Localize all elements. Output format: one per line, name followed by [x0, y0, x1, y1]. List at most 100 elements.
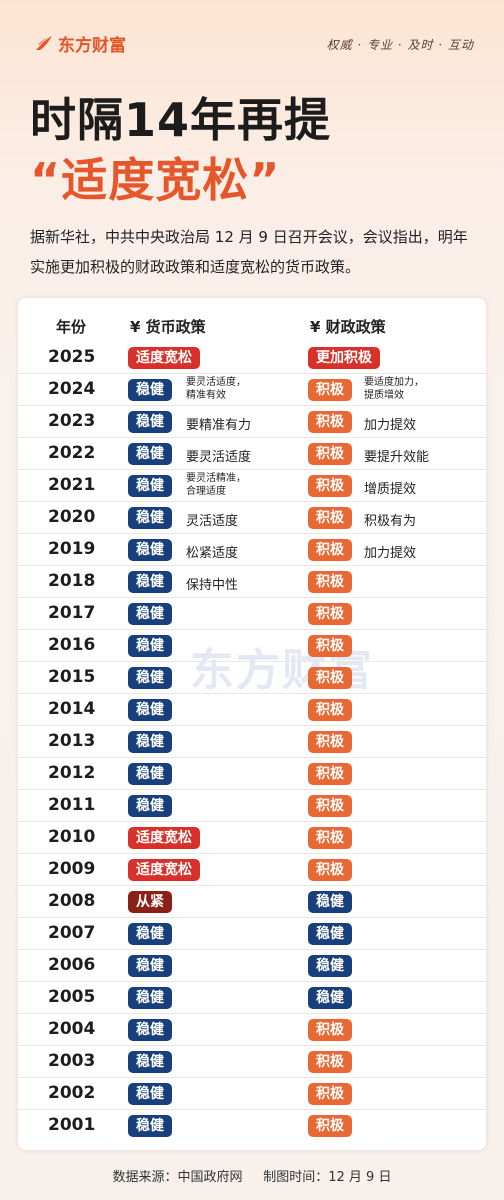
table-row: 2022 稳健 要灵活适度 积极 要提升效能 — [18, 438, 486, 470]
fiscal-policy-note: 要适度加力， 提质增效 — [364, 377, 424, 401]
monetary-policy-note: 要灵活适度， 精准有效 — [186, 377, 246, 401]
fiscal-policy-note: 增质提效 — [364, 482, 417, 497]
table-row: 2005 稳健 稳健 — [18, 982, 486, 1014]
row-year: 2021 — [48, 475, 96, 495]
row-year: 2017 — [48, 603, 96, 623]
row-year: 2020 — [48, 507, 96, 527]
fiscal-policy-badge: 积极 — [308, 1051, 352, 1073]
fiscal-policy-note: 积极有为 — [364, 514, 417, 529]
footer-source: 数据来源：中国政府网 — [112, 1170, 243, 1185]
monetary-policy-note: 保持中性 — [186, 578, 239, 593]
fiscal-policy-badge: 积极 — [308, 1019, 352, 1041]
monetary-policy-badge: 稳健 — [128, 987, 172, 1009]
fiscal-policy-badge: 积极 — [308, 1115, 352, 1137]
monetary-policy-note: 灵活适度 — [186, 514, 239, 529]
monetary-policy-badge: 稳健 — [128, 763, 172, 785]
monetary-policy-note: 要灵活适度 — [186, 450, 252, 465]
brand-name: 东方财富 — [58, 35, 126, 56]
monetary-policy-badge: 稳健 — [128, 731, 172, 753]
fiscal-policy-badge: 积极 — [308, 731, 352, 753]
table-row: 2004 稳健 积极 — [18, 1014, 486, 1046]
monetary-policy-badge: 稳健 — [128, 955, 172, 977]
table-row: 2001 稳健 积极 — [18, 1110, 486, 1142]
fiscal-policy-badge: 积极 — [308, 859, 352, 881]
table-row: 2008 从紧 稳健 — [18, 886, 486, 918]
monetary-policy-badge: 稳健 — [128, 667, 172, 689]
monetary-policy-badge: 稳健 — [128, 571, 172, 593]
monetary-policy-badge: 稳健 — [128, 1051, 172, 1073]
policy-table: 东方财富 年份 ¥ 货币政策 ¥ 财政政策 2025 适度宽松 更加积极 2024 稳健… — [18, 298, 486, 1150]
table-row: 2019 稳健 松紧适度 积极 加力提效 — [18, 534, 486, 566]
flame-logo-icon — [36, 36, 52, 50]
monetary-policy-badge: 稳健 — [128, 475, 172, 497]
row-year: 2002 — [48, 1083, 96, 1103]
fiscal-policy-badge: 积极 — [308, 603, 352, 625]
header-year: 年份 — [56, 318, 87, 336]
footer: 数据来源：中国政府网 制图时间：12 月 9 日 — [0, 1166, 504, 1185]
monetary-policy-note: 要精准有力 — [186, 418, 252, 433]
table-row: 2007 稳健 稳健 — [18, 918, 486, 950]
row-year: 2012 — [48, 763, 96, 783]
table-row: 2006 稳健 稳健 — [18, 950, 486, 982]
header: 东方财富 权威 · 专业 · 及时 · 互动 — [0, 0, 504, 80]
monetary-policy-badge: 稳健 — [128, 539, 172, 561]
row-year: 2006 — [48, 955, 96, 975]
fiscal-policy-badge: 稳健 — [308, 987, 352, 1009]
fiscal-policy-badge: 积极 — [308, 539, 352, 561]
monetary-policy-badge: 稳健 — [128, 443, 172, 465]
row-year: 2009 — [48, 859, 96, 879]
monetary-policy-note: 松紧适度 — [186, 546, 239, 561]
row-year: 2024 — [48, 379, 96, 399]
table-row: 2010 适度宽松 积极 — [18, 822, 486, 854]
fiscal-policy-badge: 积极 — [308, 443, 352, 465]
table-header: 年份 ¥ 货币政策 ¥ 财政政策 — [18, 312, 486, 342]
row-year: 2018 — [48, 571, 96, 591]
fiscal-policy-badge: 积极 — [308, 827, 352, 849]
row-year: 2010 — [48, 827, 96, 847]
monetary-policy-note: 要灵活精准， 合理适度 — [186, 473, 246, 497]
row-year: 2003 — [48, 1051, 96, 1071]
table-row: 2018 稳健 保持中性 积极 — [18, 566, 486, 598]
fiscal-policy-badge: 更加积极 — [308, 347, 380, 369]
fiscal-policy-badge: 积极 — [308, 795, 352, 817]
row-year: 2013 — [48, 731, 96, 751]
fiscal-policy-badge: 积极 — [308, 571, 352, 593]
row-year: 2019 — [48, 539, 96, 559]
fiscal-policy-badge: 积极 — [308, 667, 352, 689]
table-row: 2002 稳健 积极 — [18, 1078, 486, 1110]
row-year: 2011 — [48, 795, 96, 815]
table-row: 2023 稳健 要精准有力 积极 加力提效 — [18, 406, 486, 438]
footer-date: 制图时间：12 月 9 日 — [263, 1170, 392, 1185]
table-row: 2013 稳健 积极 — [18, 726, 486, 758]
row-year: 2004 — [48, 1019, 96, 1039]
page-title-line2: “适度宽松” — [30, 153, 281, 207]
fiscal-policy-badge: 积极 — [308, 475, 352, 497]
fiscal-policy-badge: 积极 — [308, 411, 352, 433]
header-monetary: ¥ 货币政策 — [130, 318, 206, 336]
monetary-policy-badge: 稳健 — [128, 411, 172, 433]
table-row: 2009 适度宽松 积极 — [18, 854, 486, 886]
monetary-policy-badge: 适度宽松 — [128, 827, 200, 849]
monetary-policy-badge: 适度宽松 — [128, 347, 200, 369]
fiscal-policy-badge: 积极 — [308, 379, 352, 401]
monetary-policy-badge: 稳健 — [128, 795, 172, 817]
monetary-policy-badge: 稳健 — [128, 923, 172, 945]
monetary-policy-badge: 适度宽松 — [128, 859, 200, 881]
fiscal-policy-note: 加力提效 — [364, 418, 417, 433]
fiscal-policy-badge: 积极 — [308, 507, 352, 529]
row-year: 2015 — [48, 667, 96, 687]
fiscal-policy-badge: 稳健 — [308, 891, 352, 913]
intro-text: 据新华社，中共中央政治局 12 月 9 日召开会议，会议指出，明年实施更加积极的… — [30, 228, 468, 276]
monetary-policy-badge: 稳健 — [128, 635, 172, 657]
row-year: 2023 — [48, 411, 96, 431]
row-year: 2016 — [48, 635, 96, 655]
table-row: 2014 稳健 积极 — [18, 694, 486, 726]
table-row: 2024 稳健 要灵活适度， 精准有效 积极 要适度加力， 提质增效 — [18, 374, 486, 406]
brand-logo: 东方财富 — [34, 30, 126, 56]
table-row: 2011 稳健 积极 — [18, 790, 486, 822]
monetary-policy-badge: 稳健 — [128, 1019, 172, 1041]
monetary-policy-badge: 稳健 — [128, 1115, 172, 1137]
table-row: 2012 稳健 积极 — [18, 758, 486, 790]
monetary-policy-badge: 从紧 — [128, 891, 172, 913]
fiscal-policy-badge: 积极 — [308, 1083, 352, 1105]
